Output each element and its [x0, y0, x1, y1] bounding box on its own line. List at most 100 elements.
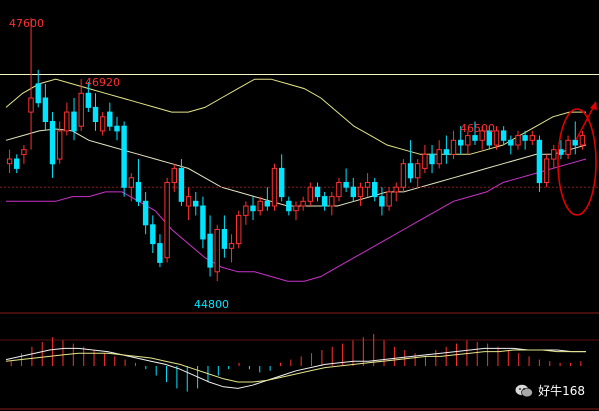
candle [28, 18, 34, 150]
candle [336, 177, 342, 202]
candle [193, 191, 199, 216]
candle [458, 126, 464, 155]
candle-body [300, 200, 306, 207]
candle [57, 121, 63, 164]
candle [543, 154, 550, 188]
candle [529, 130, 535, 145]
candle-body [271, 167, 278, 207]
candle-body [500, 130, 507, 141]
candle [157, 234, 163, 268]
candle [164, 177, 170, 263]
candle-body [386, 191, 392, 207]
candle [415, 159, 421, 188]
price-label-46500: 46500 [460, 122, 495, 135]
candle-body [321, 196, 328, 207]
candle-body [150, 224, 156, 245]
candle [64, 102, 70, 136]
candle [99, 112, 106, 136]
candle-body [379, 196, 385, 207]
candle-body [6, 158, 13, 165]
candle [536, 135, 543, 192]
candle-body [85, 92, 91, 108]
candle-body [436, 149, 442, 165]
candle [121, 121, 127, 197]
candle [343, 168, 349, 192]
candle-body [522, 135, 528, 141]
highlight-ellipse [557, 108, 597, 216]
candle [78, 79, 84, 131]
candle [128, 173, 135, 202]
candle-body [71, 111, 77, 132]
candle [271, 163, 278, 211]
candle [49, 112, 56, 178]
candle-body [329, 196, 335, 207]
candle [207, 215, 213, 277]
candle [522, 130, 528, 150]
candle [85, 81, 91, 113]
candle [357, 182, 364, 207]
candle-body [135, 182, 142, 202]
candle-body [336, 182, 342, 198]
candle [500, 126, 507, 145]
candle [565, 135, 571, 160]
candle [286, 196, 292, 216]
candle-body [92, 106, 99, 123]
candle [178, 159, 185, 207]
candle [214, 224, 220, 282]
candle [228, 234, 235, 263]
candle-body [558, 149, 564, 155]
candle [236, 210, 242, 249]
candle [221, 215, 228, 258]
candles [6, 18, 586, 282]
candle [436, 140, 442, 169]
candle [107, 102, 113, 131]
trend-arrow-head [590, 101, 597, 110]
candle-body [372, 182, 378, 198]
candle [422, 144, 428, 174]
candle-body [415, 163, 421, 179]
candle-body [35, 83, 41, 104]
candle-body [207, 233, 213, 268]
candle [71, 97, 77, 141]
candle [171, 163, 178, 192]
candle-body [472, 135, 478, 141]
candle-body [228, 243, 235, 249]
candle [42, 83, 49, 131]
candle-body [536, 139, 543, 184]
candle-body [364, 182, 371, 188]
candle-body [185, 196, 192, 207]
candle-body [465, 135, 471, 146]
candle [6, 149, 13, 174]
candle-body [508, 139, 514, 146]
candle [515, 130, 521, 150]
macd-panel [5, 334, 586, 392]
candle [321, 191, 328, 211]
candle [92, 93, 99, 131]
price-label-44800: 44800 [194, 298, 229, 311]
candle-body [49, 121, 56, 165]
candle-body [529, 135, 535, 141]
candle-body [114, 125, 120, 132]
candle-body [128, 177, 135, 188]
price-label-46920: 46920 [85, 76, 120, 89]
trend-arrow-shaft [575, 105, 595, 141]
candle [142, 191, 149, 235]
candle [14, 154, 20, 174]
candle-body [171, 167, 178, 183]
candle [393, 182, 399, 202]
candle-body [400, 163, 407, 188]
candle-body [164, 182, 170, 259]
candle-body [422, 153, 428, 169]
candle-body [515, 135, 521, 146]
candle [250, 196, 256, 221]
lower-band-line [6, 158, 587, 282]
candle-body [286, 200, 292, 212]
candle [329, 191, 335, 216]
candle [150, 215, 156, 254]
candle-body [293, 205, 299, 212]
candle [293, 201, 299, 221]
macd-dea-line [5, 349, 586, 383]
candle-body [200, 205, 206, 240]
candle-body [314, 186, 321, 198]
candle-body [157, 243, 163, 263]
